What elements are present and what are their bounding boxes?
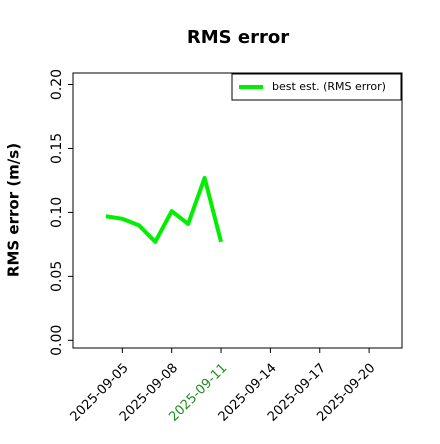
legend-label: best est. (RMS error) bbox=[272, 80, 386, 93]
y-axis-label: RMS error (m/s) bbox=[5, 143, 23, 277]
y-tick-label: 0.05 bbox=[49, 261, 65, 292]
chart-title: RMS error bbox=[187, 27, 289, 48]
plot-frame bbox=[72, 72, 403, 349]
series-line bbox=[105, 175, 223, 244]
y-tick-label: 0.15 bbox=[49, 133, 65, 164]
y-tick-label: 0.20 bbox=[49, 69, 65, 100]
y-tick-label: 0.00 bbox=[49, 325, 65, 356]
y-tick-label: 0.10 bbox=[49, 197, 65, 228]
